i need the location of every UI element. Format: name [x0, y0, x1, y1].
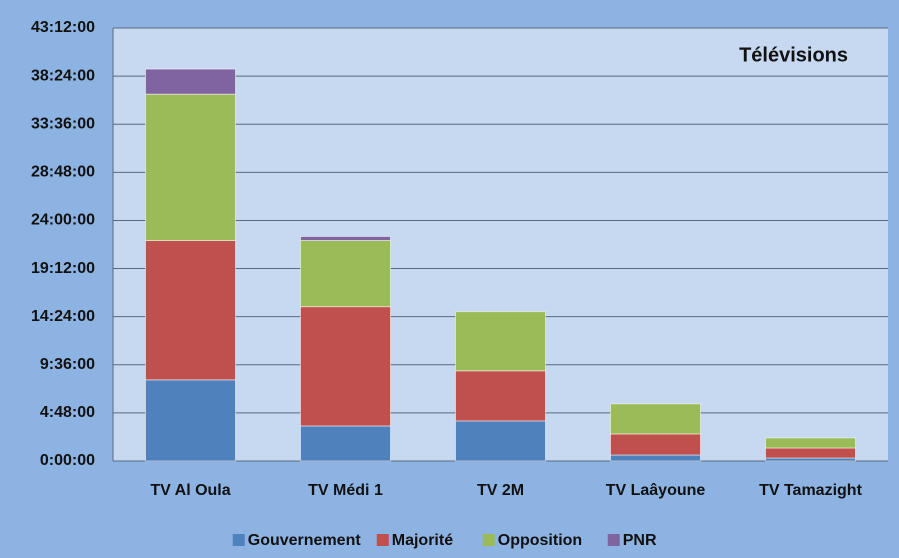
y-tick-label: 24:00:00	[31, 212, 95, 229]
x-tick-label: TV Al Oula	[150, 482, 230, 499]
bar-segment	[610, 433, 701, 456]
bar-segment	[145, 68, 236, 95]
bar-segment	[455, 370, 546, 422]
y-tick-label: 43:12:00	[31, 19, 95, 36]
legend-swatch	[232, 534, 245, 546]
y-tick-label: 4:48:00	[40, 404, 95, 421]
bar-segment	[765, 447, 856, 459]
x-tick-label: TV Médi 1	[308, 482, 383, 499]
y-tick-label: 19:12:00	[31, 260, 95, 277]
legend-label: Gouvernement	[248, 532, 362, 549]
bar-segment	[300, 425, 391, 462]
y-tick-label: 38:24:00	[31, 67, 95, 84]
legend-swatch	[376, 534, 389, 546]
bar-segment	[300, 306, 391, 427]
bar-segment	[610, 403, 701, 435]
x-tick-label: TV Laâyoune	[606, 482, 706, 499]
chart-title: Télévisions	[739, 44, 848, 66]
y-tick-label: 33:36:00	[31, 115, 95, 132]
legend-swatch	[482, 534, 495, 546]
legend-label: Majorité	[392, 532, 453, 549]
bar-segment	[300, 235, 391, 241]
x-tick-label: TV 2M	[477, 482, 524, 499]
bar-segment	[455, 311, 546, 372]
bar-segment	[145, 379, 236, 462]
x-tick-label: TV Tamazight	[759, 482, 862, 499]
legend-label: PNR	[623, 532, 657, 549]
bar-segment	[145, 239, 236, 381]
bar-segment	[300, 239, 391, 308]
legend-swatch	[607, 534, 620, 546]
y-tick-label: 9:36:00	[40, 356, 95, 373]
bar-segment	[610, 454, 701, 462]
legend-label: Opposition	[498, 532, 582, 549]
y-tick-label: 0:00:00	[40, 452, 95, 469]
bar-segment	[455, 420, 546, 462]
bar-segment	[145, 93, 236, 241]
y-tick-label: 14:24:00	[31, 308, 95, 325]
bar-segment	[765, 437, 856, 449]
y-tick-label: 28:48:00	[31, 164, 95, 181]
